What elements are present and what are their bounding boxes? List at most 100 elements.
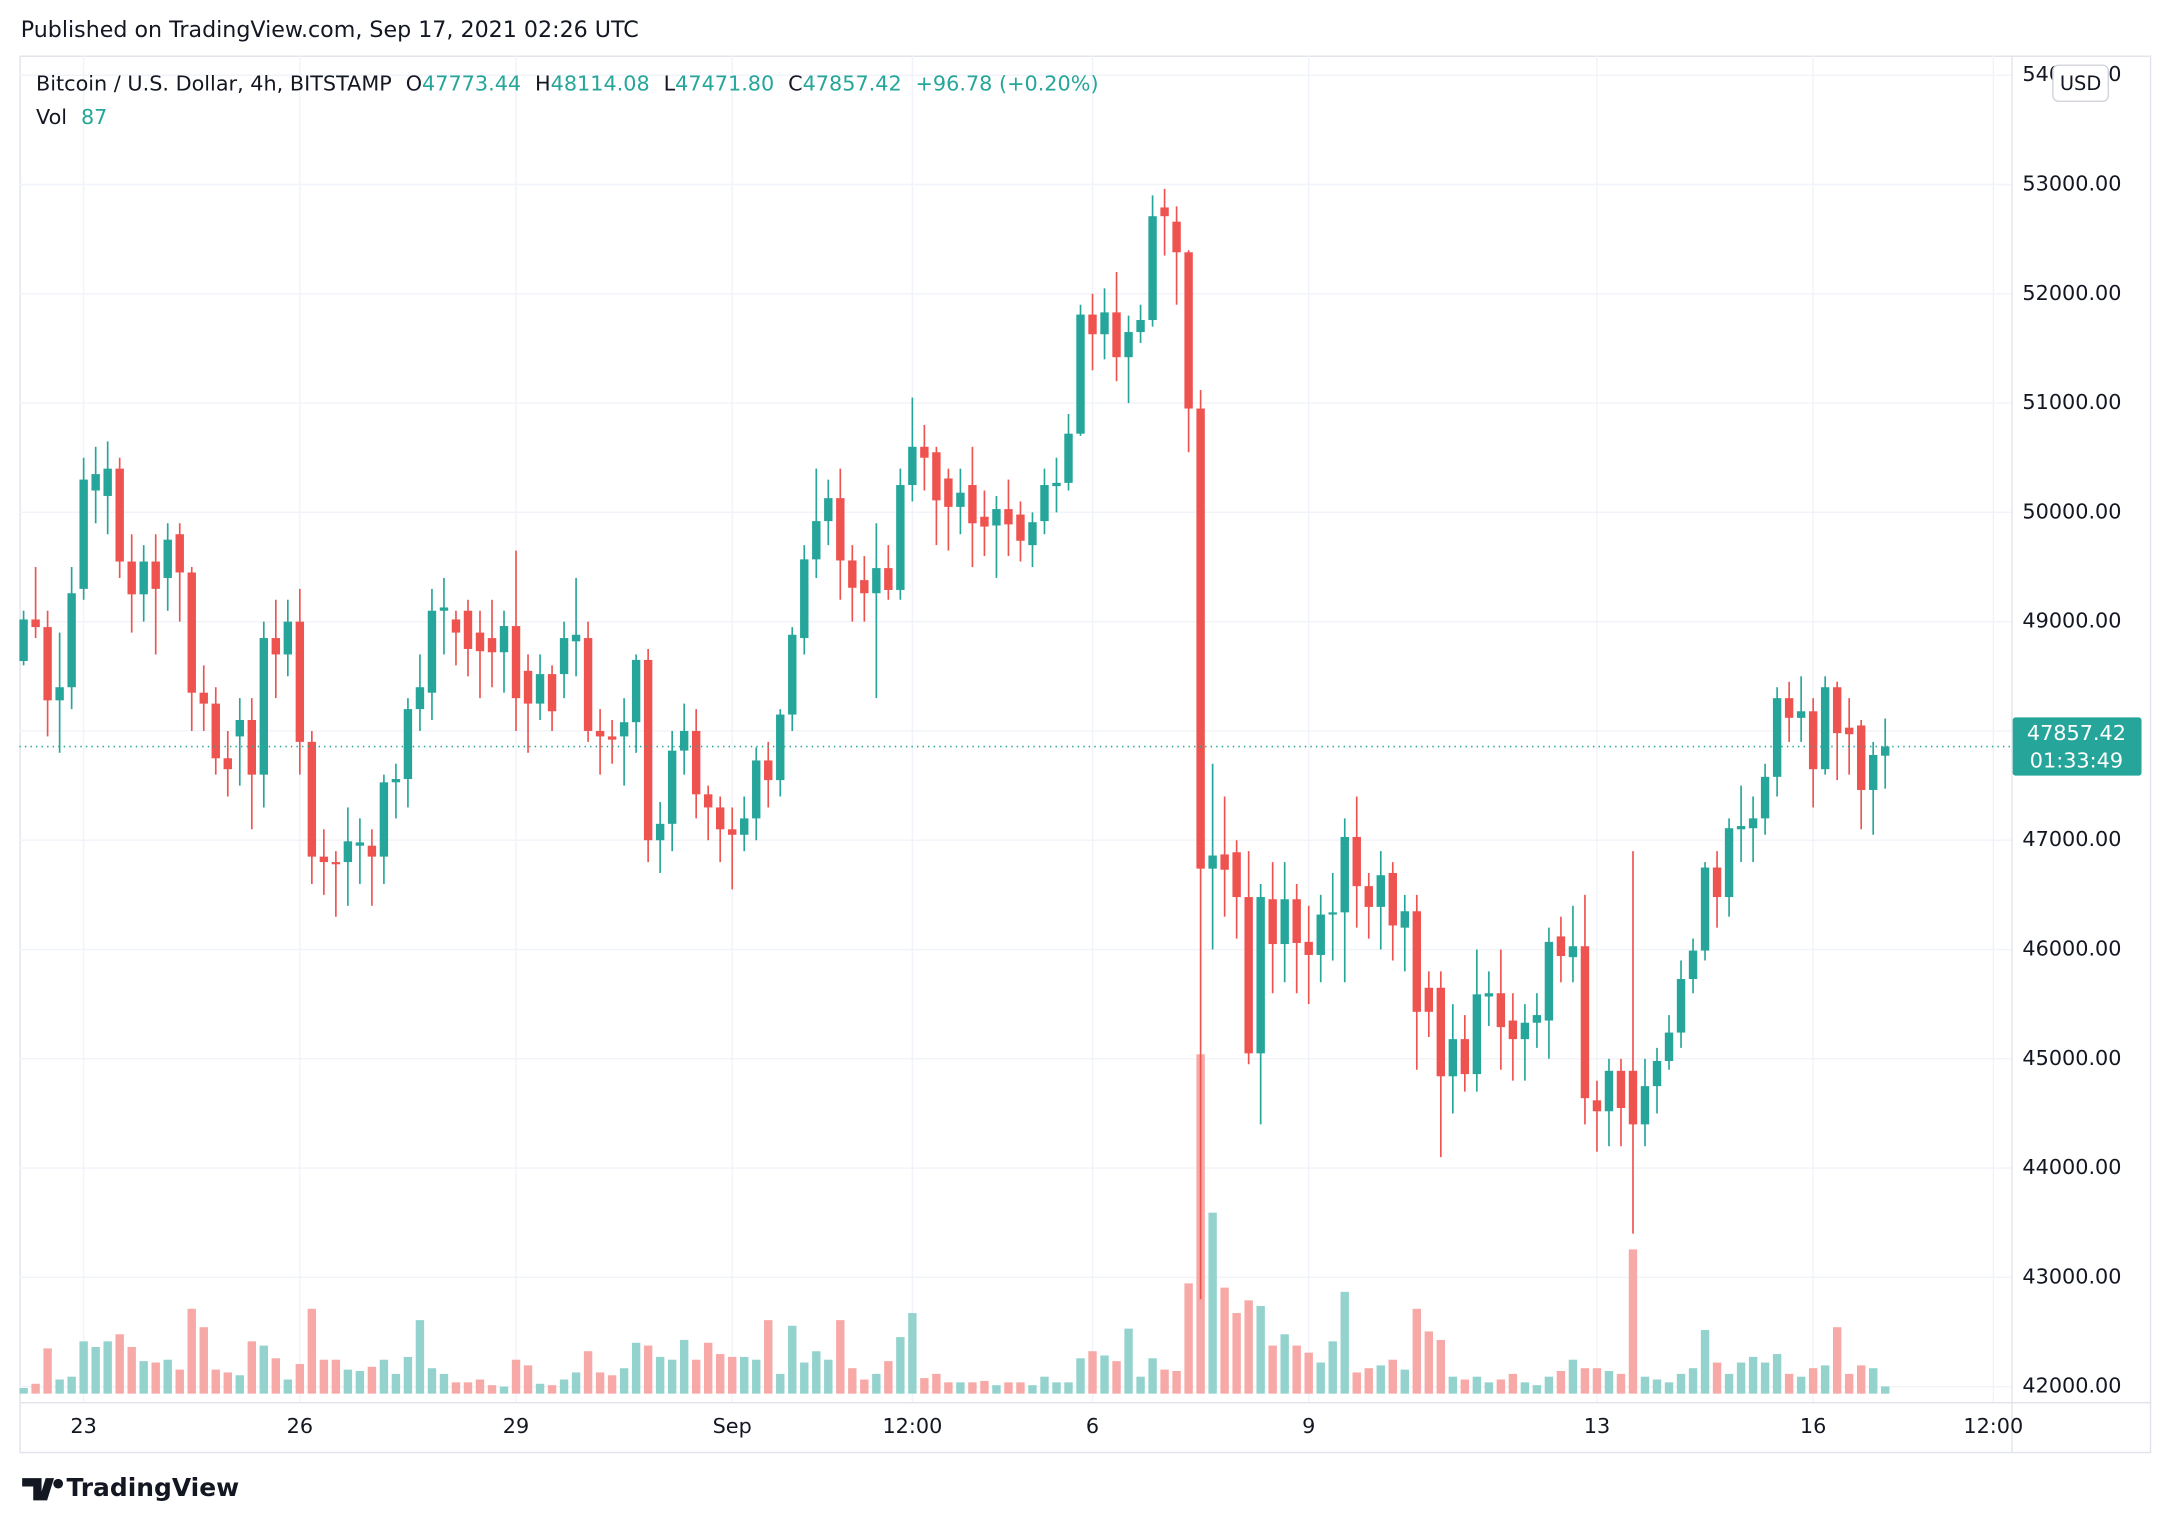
volume-bar: [367, 1366, 377, 1394]
candle-body: [1472, 994, 1482, 1075]
candle-body: [1028, 522, 1037, 546]
volume-bar: [583, 1351, 593, 1394]
candle-body: [391, 779, 401, 783]
candle-body: [1604, 1070, 1614, 1112]
candle-body: [1832, 687, 1842, 734]
x-tick-label: 23: [70, 1414, 96, 1438]
candle-body: [247, 720, 256, 775]
volume-bar: [43, 1348, 52, 1394]
volume-bar: [619, 1368, 629, 1394]
volume-bar: [535, 1383, 545, 1394]
candle-body: [1484, 993, 1494, 997]
candle-body: [1424, 987, 1434, 1012]
candle-body: [788, 634, 797, 715]
chart-frame: [19, 55, 2152, 1454]
brand-logo: [22, 1478, 55, 1501]
volume-bar: [1220, 1287, 1229, 1394]
volume-bar: [1676, 1373, 1686, 1394]
candle-body: [1820, 687, 1830, 770]
volume-bar: [1640, 1376, 1650, 1394]
volume-bar: [1268, 1345, 1277, 1394]
candle-body: [355, 842, 365, 846]
volume-bar: [139, 1361, 148, 1394]
candle-body: [1340, 836, 1349, 913]
volume-bar: [79, 1341, 88, 1394]
x-tick-label: 6: [1086, 1414, 1099, 1438]
volume-bar: [55, 1379, 64, 1394]
volume-bar: [259, 1345, 269, 1394]
volume-bar: [872, 1373, 881, 1394]
candle-body: [1640, 1086, 1650, 1125]
volume-bar: [1328, 1341, 1337, 1394]
volume-bar: [1088, 1351, 1097, 1394]
candle-body: [1772, 698, 1782, 777]
volume-bar: [247, 1341, 256, 1394]
candle-body: [607, 736, 617, 740]
candle-body: [1268, 899, 1277, 945]
candle-body: [127, 561, 136, 595]
close-key: C: [788, 72, 803, 96]
x-tick-label: 16: [1800, 1414, 1826, 1438]
volume-bar: [932, 1373, 941, 1394]
volume-bar: [595, 1372, 605, 1394]
candle-body: [415, 687, 425, 710]
plot: 42000.00 43000.00 44000.00 45000.00 46000.00…: [19, 55, 2121, 1438]
y-tick-label: 53000.00: [2022, 172, 2121, 196]
candle-body: [307, 741, 317, 857]
candle-body: [776, 714, 785, 781]
volume-bar: [1796, 1376, 1806, 1394]
candle-body: [728, 829, 737, 835]
candle-body: [175, 534, 184, 573]
candle-body: [259, 638, 269, 775]
volume-bar: [1760, 1362, 1770, 1394]
volume-bar: [788, 1325, 797, 1394]
volume-bar: [980, 1380, 989, 1394]
volume-bar: [391, 1373, 401, 1394]
y-tick-label: 44000.00: [2022, 1155, 2121, 1179]
currency-box[interactable]: [2052, 64, 2109, 102]
candle-body: [968, 485, 977, 524]
volume-bar: [643, 1345, 653, 1394]
candle-body: [667, 750, 677, 824]
volume-bar: [896, 1337, 905, 1394]
candle-body: [223, 758, 232, 770]
candle-body: [1532, 1015, 1542, 1023]
candle-body: [1676, 979, 1686, 1033]
candle-body: [1412, 911, 1422, 1012]
volume-bar: [403, 1356, 413, 1394]
candle-body: [187, 572, 196, 693]
volume-bar: [427, 1368, 437, 1394]
volume-bar: [355, 1371, 365, 1394]
candle-body: [139, 561, 148, 595]
volume-key: Vol: [36, 105, 67, 129]
candle-body: [703, 794, 713, 808]
currency[interactable]: USD: [2060, 72, 2101, 95]
volume-bar: [679, 1339, 689, 1394]
candle-body: [1796, 711, 1806, 718]
y-tick-label: 42000.00: [2022, 1374, 2121, 1398]
candle-body: [932, 452, 941, 501]
volume-bar: [487, 1385, 497, 1394]
candle-body: [824, 498, 833, 522]
candle-body: [163, 539, 172, 578]
candle-body: [752, 760, 761, 819]
y-tick-label: 52000.00: [2022, 281, 2121, 305]
volume-bar: [199, 1327, 208, 1394]
volume-bar: [1244, 1300, 1253, 1394]
volume-bar: [1580, 1368, 1590, 1394]
candle-body: [103, 468, 112, 496]
volume-bar: [1076, 1358, 1085, 1394]
candle-body: [115, 468, 124, 562]
volume-bar: [19, 1387, 28, 1394]
candle-body: [1460, 1039, 1470, 1075]
candle-body: [1844, 727, 1854, 735]
open-value: 47773.44: [422, 72, 521, 96]
volume-bar: [1508, 1373, 1518, 1394]
candle-body: [908, 446, 917, 486]
candle-body: [55, 687, 64, 701]
volume-bar: [1316, 1362, 1325, 1394]
volume-bar: [752, 1359, 761, 1394]
candle-body: [1004, 509, 1013, 525]
candle-body: [31, 619, 40, 628]
